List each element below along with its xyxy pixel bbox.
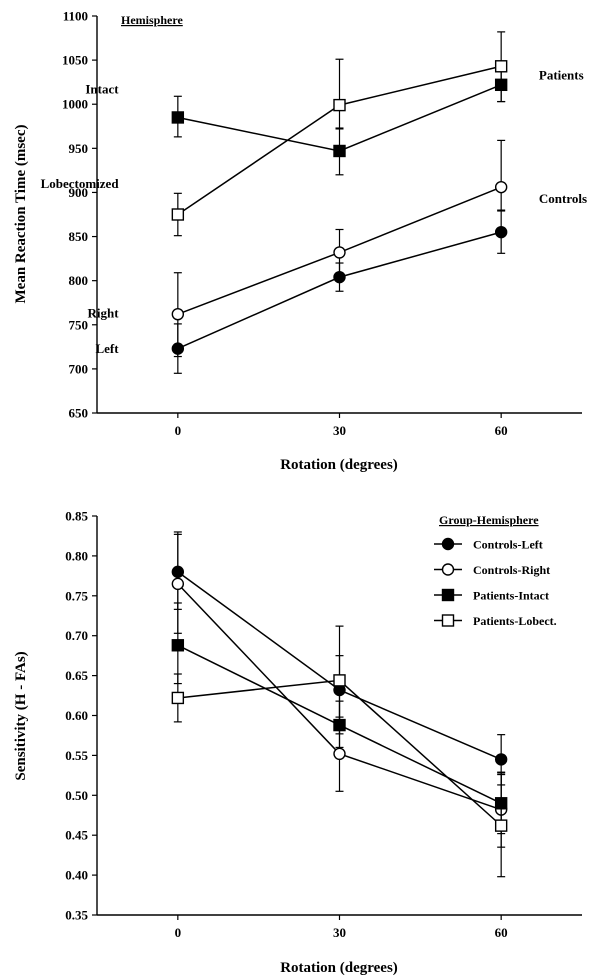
data-point-left bbox=[171, 342, 185, 355]
legend-marker bbox=[441, 588, 455, 602]
legend-label: Patients-Lobect. bbox=[473, 614, 557, 628]
y-axis-label: Mean Reaction Time (msec) bbox=[13, 125, 29, 304]
x-tick-label: 0 bbox=[175, 423, 182, 438]
annotation-patients: Patients bbox=[539, 68, 584, 83]
y-tick-label: 1100 bbox=[63, 9, 88, 24]
legend-item-patients-intact: Patients-Intact bbox=[434, 589, 549, 603]
data-point-right bbox=[494, 180, 508, 194]
legend-label: Patients-Intact bbox=[473, 589, 549, 603]
series-patients-lobect bbox=[171, 625, 508, 878]
y-tick-label: 0.65 bbox=[65, 668, 88, 683]
y-tick-label: 0.75 bbox=[65, 588, 88, 603]
annotations: Intact Lobectomized Right Left Patients Contr… bbox=[41, 68, 587, 356]
x-tick-label: 30 bbox=[333, 925, 346, 940]
y-tick-label: 0.45 bbox=[65, 828, 88, 843]
legend: Group-Hemisphere Controls-Left Controls-R… bbox=[434, 513, 557, 628]
data-point-controls-right bbox=[171, 577, 185, 591]
data-point-patients-intact bbox=[171, 639, 185, 652]
y-tick-label: 0.55 bbox=[65, 748, 88, 763]
legend-marker bbox=[441, 563, 455, 576]
data-point-lobectomized bbox=[171, 208, 185, 221]
series-left bbox=[171, 210, 508, 374]
error-bar bbox=[497, 139, 506, 211]
y-tick-label: 850 bbox=[69, 229, 89, 244]
y-tick-label: 800 bbox=[69, 273, 89, 288]
series-right bbox=[171, 139, 508, 358]
y-tick-label: 1050 bbox=[62, 53, 88, 68]
data-point-patients-lobect bbox=[494, 819, 508, 832]
x-tick-label: 60 bbox=[495, 423, 508, 438]
y-tick-label: 700 bbox=[69, 361, 89, 376]
data-point-patients-lobect bbox=[333, 674, 346, 687]
y-tick-label: 750 bbox=[69, 317, 89, 332]
legend-label: Controls-Left bbox=[473, 538, 543, 552]
series-lobectomized bbox=[171, 31, 508, 237]
y-tick-label: 1000 bbox=[62, 97, 88, 112]
reaction-time-chart: 650 700 750 800 850 900 950 1000 1050 1100 0 30 60 H… bbox=[13, 9, 587, 474]
legend-marker bbox=[441, 537, 455, 551]
annotation-lobectomized: Lobectomized bbox=[41, 176, 120, 191]
legend-item-patients-lobect: Patients-Lobect. bbox=[434, 614, 557, 628]
y-tick-label: 0.80 bbox=[65, 548, 88, 563]
y-tick-label: 0.60 bbox=[65, 708, 88, 723]
data-point-controls-right bbox=[333, 747, 346, 761]
y-tick-label: 0.70 bbox=[65, 628, 88, 643]
x-tick-label: 0 bbox=[175, 925, 182, 940]
data-point-intact bbox=[333, 144, 346, 158]
x-axis-label: Rotation (degrees) bbox=[280, 960, 398, 976]
annotation-controls: Controls bbox=[539, 191, 587, 206]
y-tick-label: 900 bbox=[69, 185, 89, 200]
data-point-left bbox=[333, 270, 346, 284]
legend-title: Hemisphere bbox=[121, 13, 183, 27]
y-tick-label: 0.40 bbox=[65, 868, 88, 883]
y-tick-label: 0.85 bbox=[65, 509, 88, 524]
x-tick-label: 60 bbox=[495, 925, 508, 940]
data-point-left bbox=[494, 225, 508, 239]
legend-title: Group-Hemisphere bbox=[439, 513, 539, 527]
y-tick-label: 650 bbox=[69, 406, 89, 421]
y-tick-label: 0.50 bbox=[65, 788, 88, 803]
data-point-intact bbox=[171, 111, 185, 124]
error-bar bbox=[335, 58, 344, 130]
y-tick-label: 950 bbox=[69, 141, 89, 156]
y-tick-label: 0.35 bbox=[65, 908, 88, 923]
annotation-right: Right bbox=[87, 306, 119, 321]
data-point-patients-lobect bbox=[171, 691, 185, 705]
x-tick-label: 30 bbox=[333, 423, 346, 438]
x-axis-label: Rotation (degrees) bbox=[280, 457, 398, 473]
annotation-intact: Intact bbox=[85, 82, 119, 97]
data-point-controls-left bbox=[494, 753, 508, 766]
legend-marker bbox=[441, 614, 455, 627]
legend-item-controls-left: Controls-Left bbox=[434, 538, 543, 552]
legend-label: Controls-Right bbox=[473, 563, 550, 577]
legend-item-controls-right: Controls-Right bbox=[434, 563, 550, 577]
annotation-left: Left bbox=[95, 341, 119, 356]
sensitivity-chart: 0.35 0.40 0.45 0.50 0.55 0.60 0.65 0.70 0.75 0.80… bbox=[13, 509, 582, 976]
data-point-right bbox=[333, 246, 346, 259]
y-axis-label: Sensitivity (H - FAs) bbox=[13, 651, 29, 780]
data-point-right bbox=[171, 307, 185, 321]
data-point-lobectomized bbox=[494, 60, 508, 73]
data-point-lobectomized bbox=[333, 98, 346, 112]
